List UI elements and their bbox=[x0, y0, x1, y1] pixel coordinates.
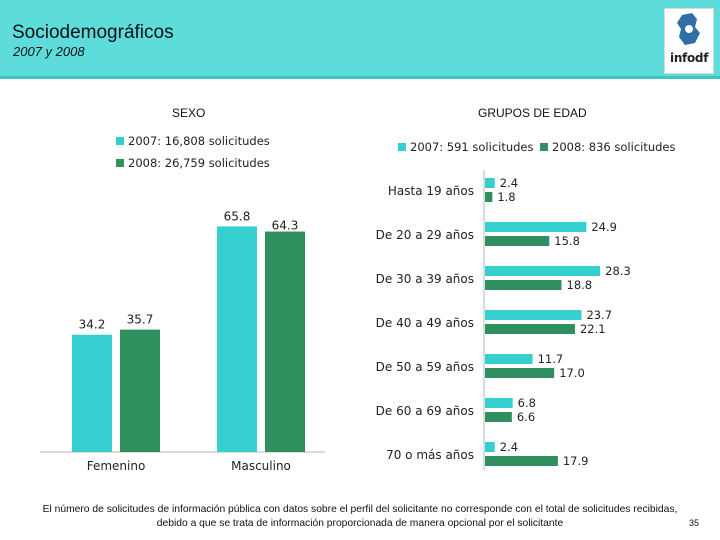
legend-label-2: 2008: 836 solicitudes bbox=[552, 140, 676, 154]
category-label-age-group-2: De 20 a 29 años bbox=[376, 228, 474, 242]
category-label-age-group-6: De 60 a 69 años bbox=[376, 404, 474, 418]
category-label-age-group-7: 70 o más años bbox=[386, 448, 474, 462]
data-label-age-group-1-2: 1.8 bbox=[497, 190, 515, 204]
legend-label-2: 2008: 26,759 solicitudes bbox=[128, 156, 270, 170]
sexo-chart-title: SEXO bbox=[172, 106, 206, 120]
legend-swatch-2 bbox=[540, 143, 548, 151]
data-label-age-group-7-1: 2.4 bbox=[500, 440, 518, 454]
bar-age-group-6-2 bbox=[485, 412, 512, 422]
data-label-age-group-4-1: 23.7 bbox=[586, 308, 612, 322]
bar-age-group-7-1 bbox=[485, 442, 495, 452]
data-label-age-group-3-1: 28.3 bbox=[605, 264, 631, 278]
bar-age-group-2-1 bbox=[485, 222, 587, 232]
data-label-age-group-5-1: 11.7 bbox=[538, 352, 564, 366]
data-label-age-group-2-1: 24.9 bbox=[591, 220, 617, 234]
page-subtitle: 2007 y 2008 bbox=[13, 44, 85, 59]
bar-age-group-3-1 bbox=[485, 266, 601, 276]
sexo-chart: 2007: 16,808 solicitudes 2008: 26,759 sol… bbox=[40, 134, 325, 473]
footnote: El número de solicitudes de información … bbox=[42, 504, 678, 529]
header-band: Sociodemográficos 2007 y 2008 infodf bbox=[0, 0, 720, 79]
data-label-masculino-2: 64.3 bbox=[272, 219, 299, 233]
bar-age-group-6-1 bbox=[485, 398, 513, 408]
edad-chart-title: GRUPOS DE EDAD bbox=[478, 106, 587, 120]
data-label-age-group-6-2: 6.6 bbox=[517, 410, 535, 424]
legend-swatch-2 bbox=[116, 159, 124, 167]
page-title: Sociodemográficos bbox=[12, 22, 174, 43]
data-label-femenino-2: 35.7 bbox=[127, 313, 154, 327]
bar-age-group-5-2 bbox=[485, 368, 555, 378]
legend-label-1: 2007: 16,808 solicitudes bbox=[128, 134, 270, 148]
data-label-age-group-6-1: 6.8 bbox=[518, 396, 536, 410]
legend-swatch-1 bbox=[116, 137, 124, 145]
data-label-age-group-2-2: 15.8 bbox=[554, 234, 580, 248]
data-label-femenino-1: 34.2 bbox=[79, 318, 106, 332]
data-label-age-group-5-2: 17.0 bbox=[559, 366, 585, 380]
data-label-age-group-4-2: 22.1 bbox=[580, 322, 606, 336]
category-label-femenino: Femenino bbox=[87, 459, 146, 473]
data-label-age-group-7-2: 17.9 bbox=[563, 454, 589, 468]
bar-femenino-1 bbox=[72, 334, 112, 452]
category-label-age-group-4: De 40 a 49 años bbox=[376, 316, 474, 330]
category-label-masculino: Masculino bbox=[231, 459, 291, 473]
legend-label-1: 2007: 591 solicitudes bbox=[410, 140, 534, 154]
bar-age-group-2-2 bbox=[485, 236, 550, 246]
bar-masculino-2 bbox=[265, 231, 305, 452]
page-number: 35 bbox=[689, 518, 700, 528]
bar-age-group-4-1 bbox=[485, 310, 582, 320]
bar-age-group-4-2 bbox=[485, 324, 575, 334]
logo-emblem-icon bbox=[677, 13, 700, 45]
bar-age-group-7-2 bbox=[485, 456, 558, 466]
bar-femenino-2 bbox=[120, 329, 160, 452]
data-label-age-group-1-1: 2.4 bbox=[500, 176, 518, 190]
data-label-age-group-3-2: 18.8 bbox=[567, 278, 593, 292]
edad-chart: 2007: 591 solicitudes 2008: 836 solicitud… bbox=[376, 140, 676, 470]
category-label-age-group-1: Hasta 19 años bbox=[388, 184, 474, 198]
legend-swatch-1 bbox=[398, 143, 406, 151]
bar-age-group-1-1 bbox=[485, 178, 495, 188]
bar-age-group-5-1 bbox=[485, 354, 533, 364]
data-label-masculino-1: 65.8 bbox=[224, 209, 251, 223]
category-label-age-group-5: De 50 a 59 años bbox=[376, 360, 474, 374]
logo-text: infodf bbox=[670, 51, 709, 65]
category-label-age-group-3: De 30 a 39 años bbox=[376, 272, 474, 286]
bar-masculino-1 bbox=[217, 226, 257, 452]
bar-age-group-1-2 bbox=[485, 192, 493, 202]
infodf-logo: infodf bbox=[664, 8, 714, 74]
bar-age-group-3-2 bbox=[485, 280, 562, 290]
